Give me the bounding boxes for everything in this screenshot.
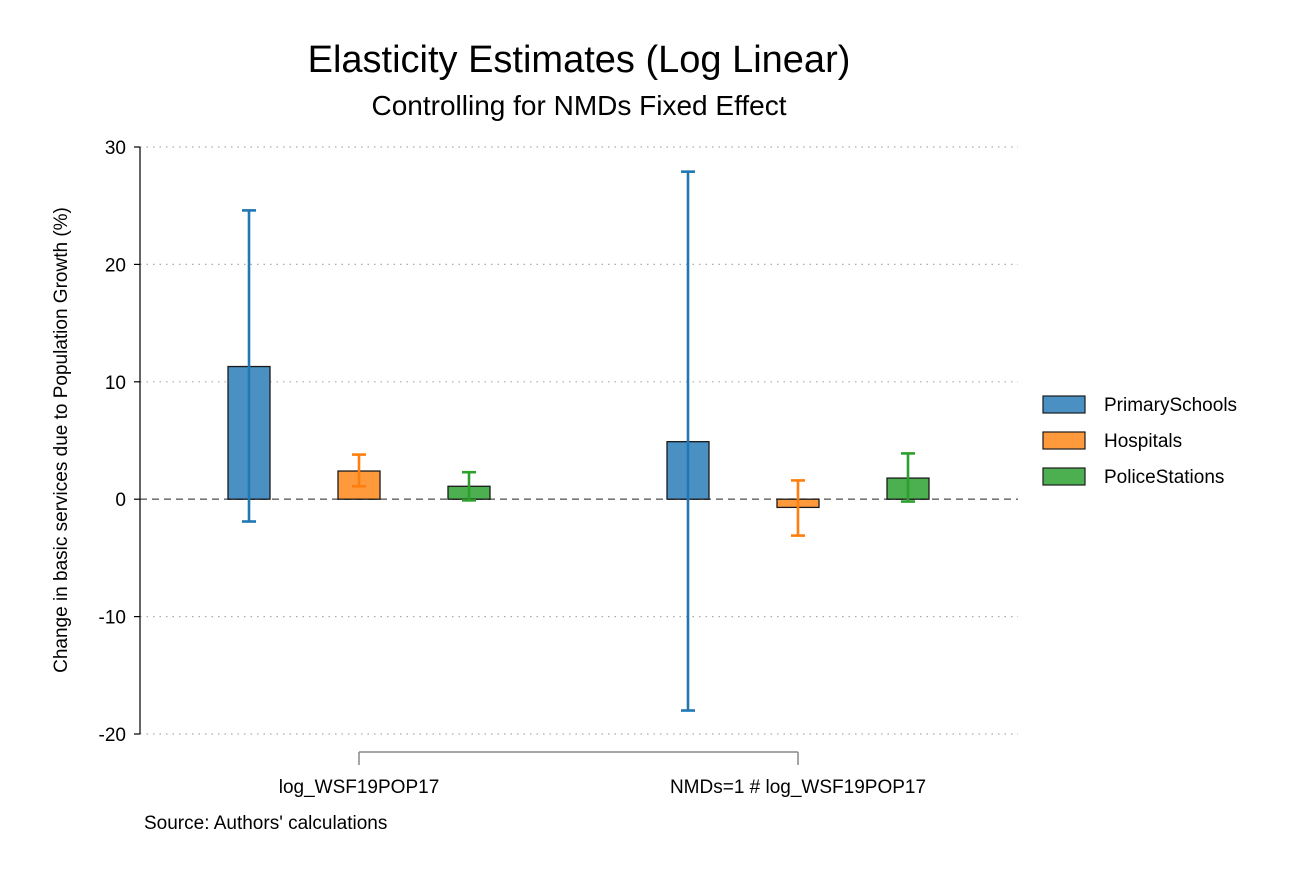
y-tick-label: 20 <box>105 255 126 276</box>
legend-label-hospitals: Hospitals <box>1104 431 1182 452</box>
chart-subtitle: Controlling for NMDs Fixed Effect <box>372 90 787 121</box>
x-tick-label: log_WSF19POP17 <box>279 777 440 798</box>
y-tick-label: -20 <box>99 725 126 746</box>
y-tick-label: -10 <box>99 608 126 629</box>
y-tick-label: 30 <box>105 138 126 159</box>
y-tick-label: 10 <box>105 373 126 394</box>
y-axis-title: Change in basic services due to Populati… <box>51 207 72 673</box>
legend: PrimarySchools Hospitals PoliceStations <box>1042 395 1237 488</box>
bars <box>227 365 930 509</box>
grid-lines <box>140 146 1018 735</box>
legend-swatch-policestations <box>1042 467 1086 486</box>
legend-swatch-primaryschools <box>1042 395 1086 414</box>
legend-label-primaryschools: PrimarySchools <box>1104 395 1237 416</box>
y-axis: -20 -10 0 10 20 30 <box>99 138 141 746</box>
x-axis: log_WSF19POP17 NMDs=1 # log_WSF19POP17 <box>279 751 926 798</box>
chart-title: Elasticity Estimates (Log Linear) <box>308 39 851 81</box>
source-note: Source: Authors' calculations <box>144 813 387 834</box>
legend-label-policestations: PoliceStations <box>1104 467 1224 488</box>
y-tick-label: 0 <box>115 490 126 511</box>
confidence-intervals <box>242 170 915 712</box>
legend-swatch-hospitals <box>1042 431 1086 450</box>
x-tick-label: NMDs=1 # log_WSF19POP17 <box>670 777 926 798</box>
